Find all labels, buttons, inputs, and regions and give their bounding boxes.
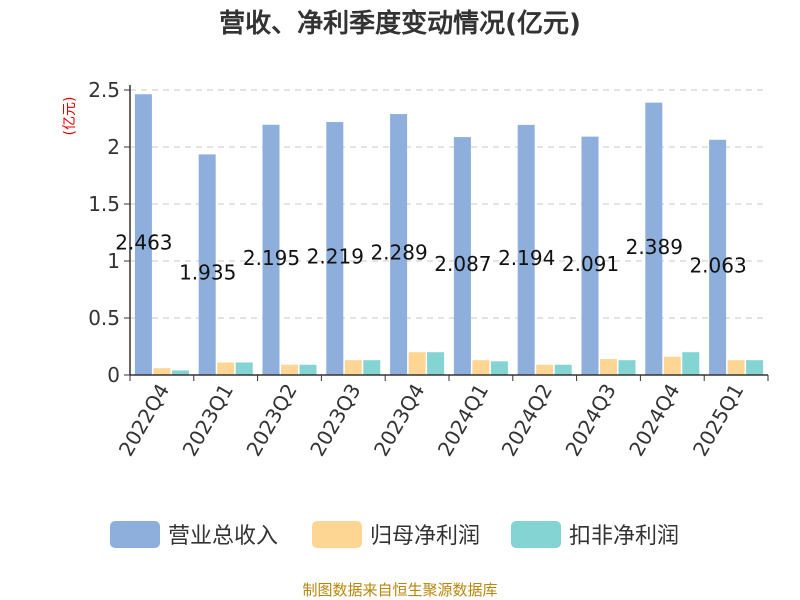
data-label: 2.389: [626, 235, 683, 259]
x-tick-label: 2025Q1: [688, 380, 748, 461]
bar: [645, 102, 663, 376]
bar: [390, 114, 408, 375]
legend-swatch: [110, 521, 160, 548]
y-tick-label: 2: [107, 135, 120, 159]
x-tick-label: 2022Q4: [114, 380, 174, 461]
bar: [618, 360, 636, 375]
bar: [709, 139, 727, 375]
bar: [344, 360, 362, 375]
data-label: 2.087: [434, 252, 491, 276]
bar: [235, 362, 253, 375]
bar: [299, 364, 317, 375]
y-axis-label: (亿元): [62, 97, 78, 136]
data-label: 2.463: [115, 231, 172, 255]
data-labels: 2.463 1.935 2.195 2.219 2.289 2.087 2.194 2.091…: [115, 231, 746, 285]
data-label: 2.195: [243, 246, 300, 270]
legend-swatch: [312, 521, 362, 548]
bar: [153, 368, 171, 375]
bar: [490, 361, 508, 375]
bar: [554, 364, 572, 375]
chart-title: 营收、净利季度变动情况(亿元): [219, 8, 581, 39]
x-tick-label: 2024Q3: [560, 380, 620, 461]
bar: [581, 136, 599, 375]
y-tick-label: 0.5: [88, 306, 120, 330]
x-tick-label: 2024Q1: [433, 380, 493, 461]
data-label: 2.194: [498, 246, 555, 270]
bar: [727, 360, 745, 375]
x-tick-label: 2023Q2: [241, 380, 301, 461]
bar: [171, 370, 189, 375]
bar: [453, 137, 471, 375]
legend: 营业总收入 归母净利润 扣非净利润: [110, 521, 679, 549]
data-label: 2.289: [370, 241, 427, 265]
y-tick-label: 1: [107, 249, 120, 273]
y-axis-ticks: 0 0.5 1 1.5 2 2.5: [88, 78, 130, 387]
bar: [427, 352, 445, 375]
y-tick-label: 0: [107, 363, 120, 387]
source-note: 制图数据来自恒生聚源数据库: [302, 581, 497, 599]
legend-label: 归母净利润: [370, 524, 480, 549]
bar: [198, 154, 216, 375]
data-label: 1.935: [179, 261, 236, 285]
legend-label: 扣非净利润: [569, 524, 679, 549]
bar: [217, 362, 235, 375]
data-label: 2.091: [562, 252, 619, 276]
data-label: 2.063: [689, 253, 746, 277]
legend-swatch: [511, 521, 561, 548]
bar: [134, 94, 152, 375]
bar: [326, 122, 344, 375]
bar-series: [134, 94, 764, 376]
x-tick-label: 2023Q1: [178, 380, 238, 461]
y-tick-label: 2.5: [88, 78, 120, 102]
bar: [663, 356, 681, 375]
legend-label: 营业总收入: [168, 524, 278, 549]
bar: [472, 360, 490, 375]
bar: [746, 360, 764, 375]
bar: [517, 124, 535, 375]
data-label: 2.219: [307, 245, 364, 269]
bar: [682, 352, 700, 375]
bar: [536, 364, 554, 375]
bar: [281, 364, 298, 375]
x-tick-label: 2023Q3: [305, 380, 365, 461]
bar: [408, 352, 426, 375]
bar: [600, 359, 617, 375]
bar: [262, 124, 280, 376]
x-tick-label: 2024Q2: [497, 380, 557, 461]
x-tick-label: 2023Q4: [369, 380, 429, 461]
bar: [363, 360, 381, 375]
y-tick-label: 1.5: [88, 192, 120, 216]
x-tick-label: 2024Q4: [624, 380, 684, 461]
